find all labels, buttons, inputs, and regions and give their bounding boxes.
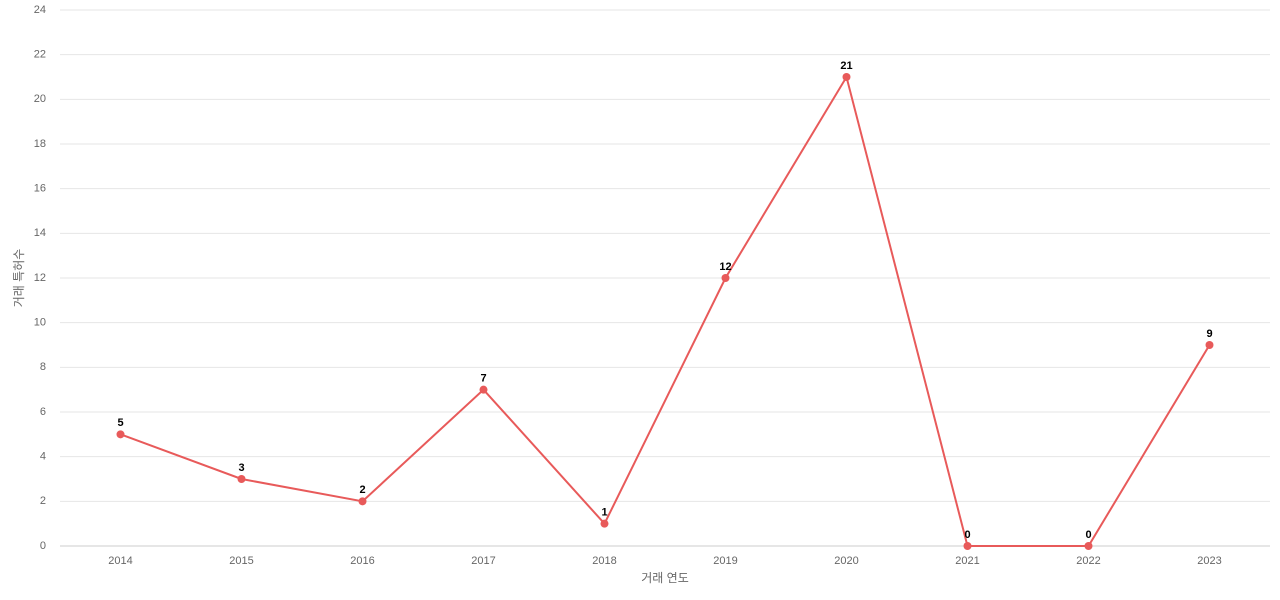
point bbox=[842, 73, 851, 81]
y-tick-label: 6 bbox=[40, 406, 46, 418]
y-tick-label: 12 bbox=[34, 272, 46, 284]
x-tick-label: 2017 bbox=[471, 555, 495, 567]
x-tick-label: 2018 bbox=[592, 555, 616, 567]
value-label: 3 bbox=[238, 462, 244, 474]
value-label: 2 bbox=[359, 484, 365, 496]
point bbox=[1205, 341, 1214, 349]
y-tick-label: 4 bbox=[40, 451, 46, 463]
x-tick-label: 2022 bbox=[1076, 555, 1100, 567]
x-axis-label: 거래 연도 bbox=[641, 571, 689, 585]
point bbox=[358, 497, 367, 506]
value-label: 12 bbox=[719, 261, 731, 273]
y-tick-label: 20 bbox=[34, 93, 46, 105]
x-tick-label: 2019 bbox=[713, 555, 737, 567]
y-tick-label: 18 bbox=[34, 138, 46, 150]
value-label: 1 bbox=[601, 507, 607, 519]
value-label: 5 bbox=[117, 417, 123, 429]
point bbox=[1084, 542, 1093, 550]
y-tick-label: 10 bbox=[34, 317, 46, 329]
y-axis-label: 거래 특허수 bbox=[12, 249, 26, 308]
y-tick-label: 14 bbox=[34, 227, 46, 239]
y-tick-label: 0 bbox=[40, 540, 46, 552]
point bbox=[237, 475, 246, 483]
value-label: 0 bbox=[964, 529, 970, 541]
value-label: 0 bbox=[1085, 529, 1091, 541]
line bbox=[120, 74, 1211, 547]
point bbox=[600, 519, 609, 528]
value-label: 7 bbox=[480, 373, 486, 385]
y-tick-label: 2 bbox=[40, 495, 46, 507]
y-tick-label: 16 bbox=[34, 183, 46, 195]
x-tick-label: 2014 bbox=[108, 555, 132, 567]
point bbox=[116, 430, 125, 439]
value-label: 21 bbox=[840, 60, 852, 72]
y-tick-label: 8 bbox=[40, 361, 46, 373]
x-tick-label: 2021 bbox=[955, 555, 979, 567]
point bbox=[721, 274, 730, 282]
x-tick-label: 2020 bbox=[834, 555, 858, 567]
x-tick-label: 2016 bbox=[350, 555, 374, 567]
x-tick-label: 2023 bbox=[1197, 555, 1221, 567]
point bbox=[963, 542, 972, 550]
point bbox=[479, 385, 488, 394]
y-tick-label: 24 bbox=[34, 4, 46, 16]
y-tick-label: 22 bbox=[34, 49, 46, 61]
x-tick-label: 2015 bbox=[229, 555, 253, 567]
value-label: 9 bbox=[1206, 328, 1212, 340]
